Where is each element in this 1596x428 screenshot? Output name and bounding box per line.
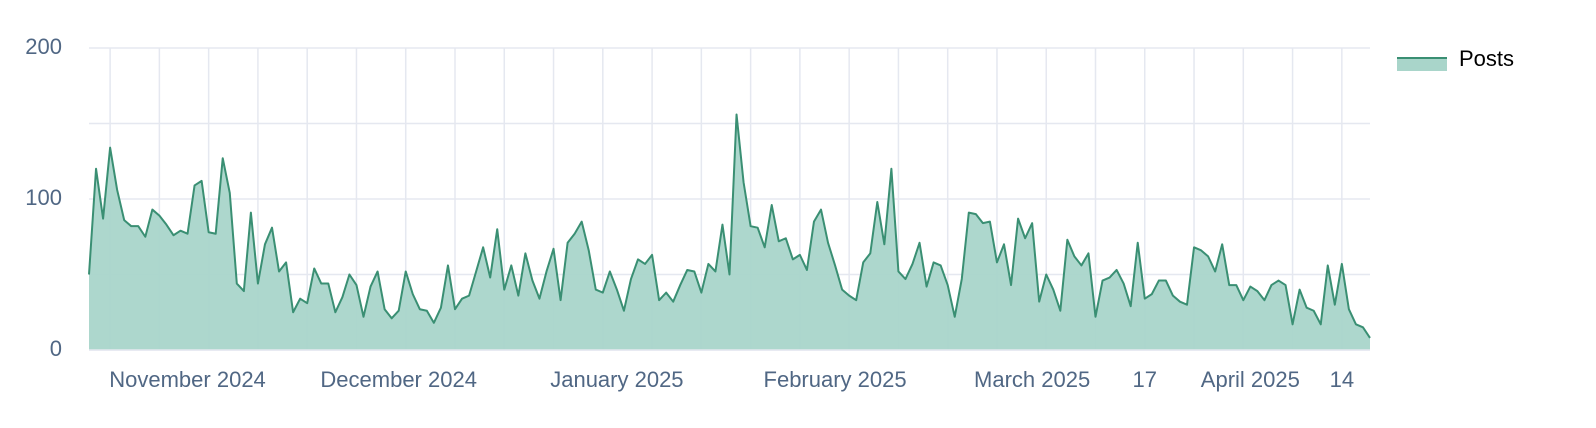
y-tick-label: 100 bbox=[25, 185, 62, 210]
legend-swatch bbox=[1397, 58, 1447, 71]
x-tick-label: January 2025 bbox=[550, 367, 683, 392]
area-fill bbox=[89, 114, 1370, 350]
x-tick-label: February 2025 bbox=[764, 367, 907, 392]
legend-label: Posts bbox=[1459, 46, 1514, 71]
x-tick-label: November 2024 bbox=[109, 367, 266, 392]
x-tick-label: December 2024 bbox=[320, 367, 477, 392]
y-tick-label: 0 bbox=[50, 336, 62, 361]
x-tick-label: 17 bbox=[1133, 367, 1157, 392]
area-line bbox=[88, 113, 1371, 339]
x-tick-label: 14 bbox=[1330, 367, 1354, 392]
x-tick-label: March 2025 bbox=[974, 367, 1090, 392]
y-tick-label: 200 bbox=[25, 34, 62, 59]
x-tick-label: April 2025 bbox=[1201, 367, 1300, 392]
